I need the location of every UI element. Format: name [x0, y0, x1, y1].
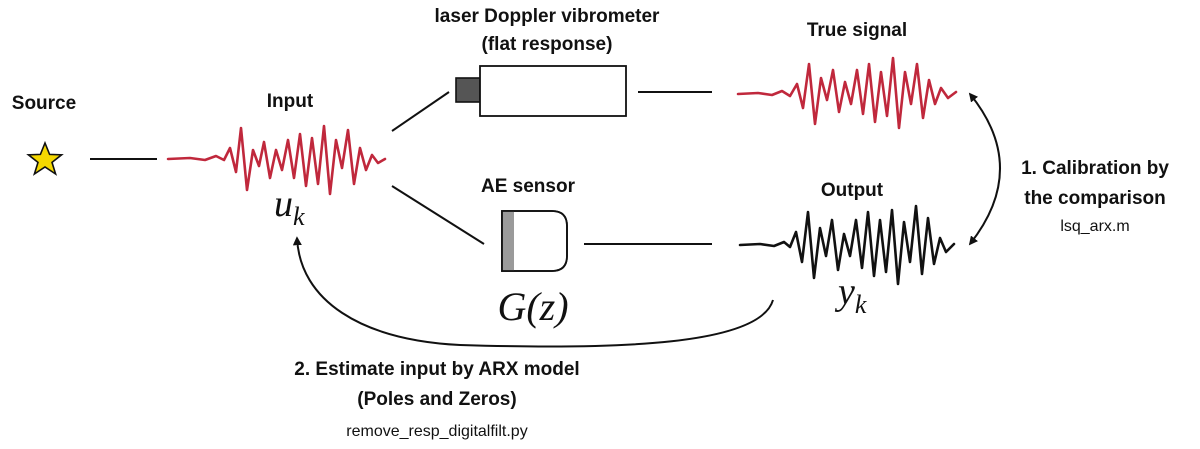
true-signal-label: True signal — [807, 20, 907, 41]
input-waveform — [166, 124, 387, 196]
ae-sensor-label: AE sensor — [481, 176, 576, 197]
laser-vibrometer-icon — [455, 65, 627, 117]
ae-sensor-icon — [501, 210, 568, 272]
star-icon — [26, 140, 64, 176]
input-to-ldv-line — [391, 91, 450, 132]
input-math-symbol: uk — [274, 183, 305, 231]
true-signal-waveform — [736, 56, 958, 130]
input-to-ae-line — [391, 185, 485, 245]
calibration-label-line1: 1. Calibration by — [1021, 158, 1169, 179]
ldv-label-line2: (flat response) — [482, 34, 613, 55]
transfer-function: G(z) — [497, 284, 568, 329]
calibration-label-line2: the comparison — [1024, 188, 1165, 209]
source-label: Source — [12, 93, 76, 114]
ldv-lens — [455, 77, 481, 103]
calibration-arrow — [968, 92, 1001, 246]
input-label: Input — [267, 91, 314, 112]
output-math-symbol: yk — [834, 271, 867, 319]
ldv-label-line1: laser Doppler vibrometer — [435, 6, 661, 27]
output-label: Output — [821, 180, 884, 201]
calibration-script-label: lsq_arx.m — [1060, 218, 1129, 235]
estimation-arrow — [292, 236, 774, 348]
estimate-label-line1: 2. Estimate input by ARX model — [294, 359, 579, 380]
estimate-label-line2: (Poles and Zeros) — [357, 389, 516, 410]
estimate-script-label: remove_resp_digitalfilt.py — [346, 423, 527, 440]
output-waveform — [738, 204, 956, 286]
ae-sensor-contact — [502, 211, 514, 271]
ldv-body — [479, 65, 627, 117]
